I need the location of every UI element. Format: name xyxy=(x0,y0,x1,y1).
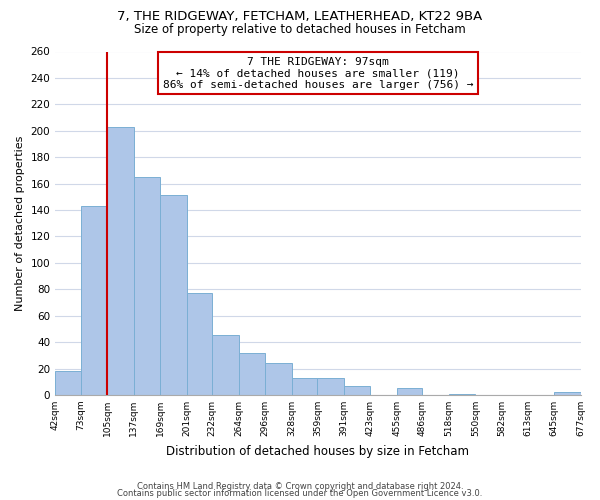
Text: Contains public sector information licensed under the Open Government Licence v3: Contains public sector information licen… xyxy=(118,488,482,498)
Y-axis label: Number of detached properties: Number of detached properties xyxy=(15,136,25,311)
Bar xyxy=(134,177,160,395)
Bar xyxy=(107,127,134,395)
Bar xyxy=(554,392,581,395)
Bar xyxy=(292,378,317,395)
Bar xyxy=(187,293,212,395)
Bar xyxy=(55,371,81,395)
Bar xyxy=(317,378,344,395)
X-axis label: Distribution of detached houses by size in Fetcham: Distribution of detached houses by size … xyxy=(166,444,469,458)
Bar xyxy=(449,394,475,395)
Text: 7, THE RIDGEWAY, FETCHAM, LEATHERHEAD, KT22 9BA: 7, THE RIDGEWAY, FETCHAM, LEATHERHEAD, K… xyxy=(118,10,482,23)
Bar xyxy=(239,352,265,395)
Text: Size of property relative to detached houses in Fetcham: Size of property relative to detached ho… xyxy=(134,22,466,36)
Bar xyxy=(397,388,422,395)
Text: 7 THE RIDGEWAY: 97sqm
← 14% of detached houses are smaller (119)
86% of semi-det: 7 THE RIDGEWAY: 97sqm ← 14% of detached … xyxy=(163,56,473,90)
Bar xyxy=(81,206,107,395)
Bar xyxy=(265,363,292,395)
Text: Contains HM Land Registry data © Crown copyright and database right 2024.: Contains HM Land Registry data © Crown c… xyxy=(137,482,463,491)
Bar xyxy=(212,336,239,395)
Bar xyxy=(160,196,187,395)
Bar xyxy=(344,386,370,395)
